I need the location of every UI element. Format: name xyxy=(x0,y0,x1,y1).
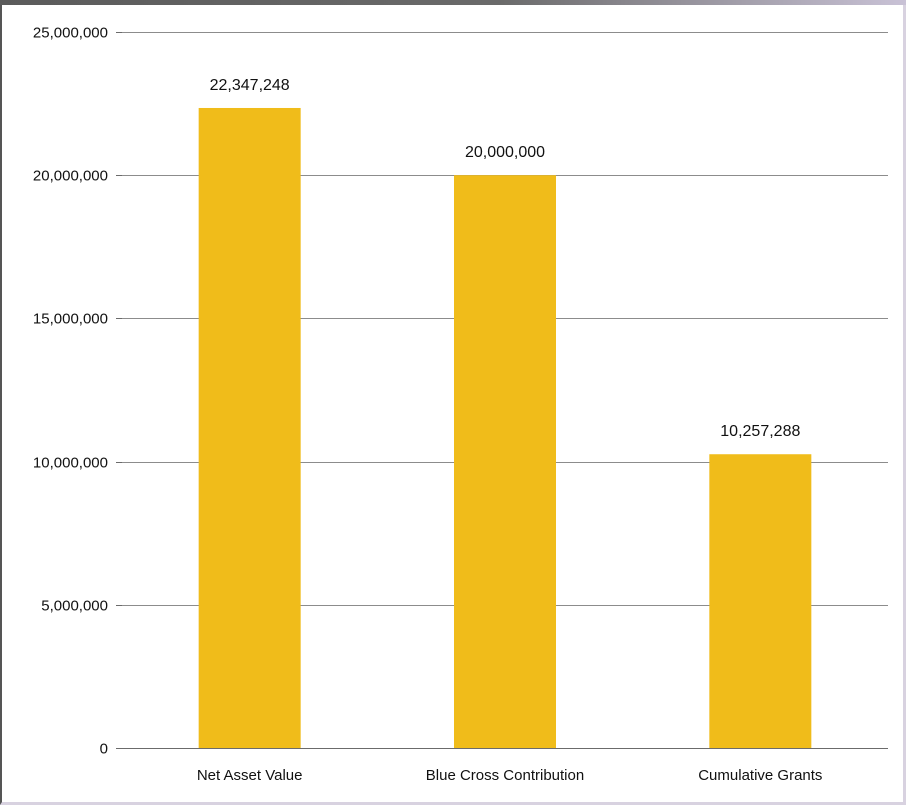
data-label: 20,000,000 xyxy=(465,144,545,161)
x-category-label: Net Asset Value xyxy=(197,767,303,784)
y-tick-label: 15,000,000 xyxy=(33,311,108,328)
data-label: 10,257,288 xyxy=(720,423,800,440)
top-border-strip xyxy=(0,0,906,5)
bar xyxy=(709,454,812,748)
x-category-label: Blue Cross Contribution xyxy=(426,767,584,784)
data-label: 22,347,248 xyxy=(210,77,290,94)
y-tick-label: 10,000,000 xyxy=(33,455,108,472)
bar xyxy=(198,107,301,749)
x-category-label: Cumulative Grants xyxy=(698,767,822,784)
bar xyxy=(454,175,556,748)
y-tick-label: 25,000,000 xyxy=(33,25,108,42)
y-tick-label: 0 xyxy=(100,741,108,758)
y-tick-label: 5,000,000 xyxy=(41,598,108,615)
y-axis-ticks: 0 5,000,000 10,000,000 15,000,000 20,000,000… xyxy=(33,25,122,758)
y-tick-label: 20,000,000 xyxy=(33,168,108,185)
x-axis-categories: Net Asset Value Blue Cross Contribution Cu… xyxy=(197,767,823,784)
data-labels: 22,347,248 20,000,000 10,257,288 xyxy=(210,77,801,440)
bars xyxy=(198,107,812,749)
